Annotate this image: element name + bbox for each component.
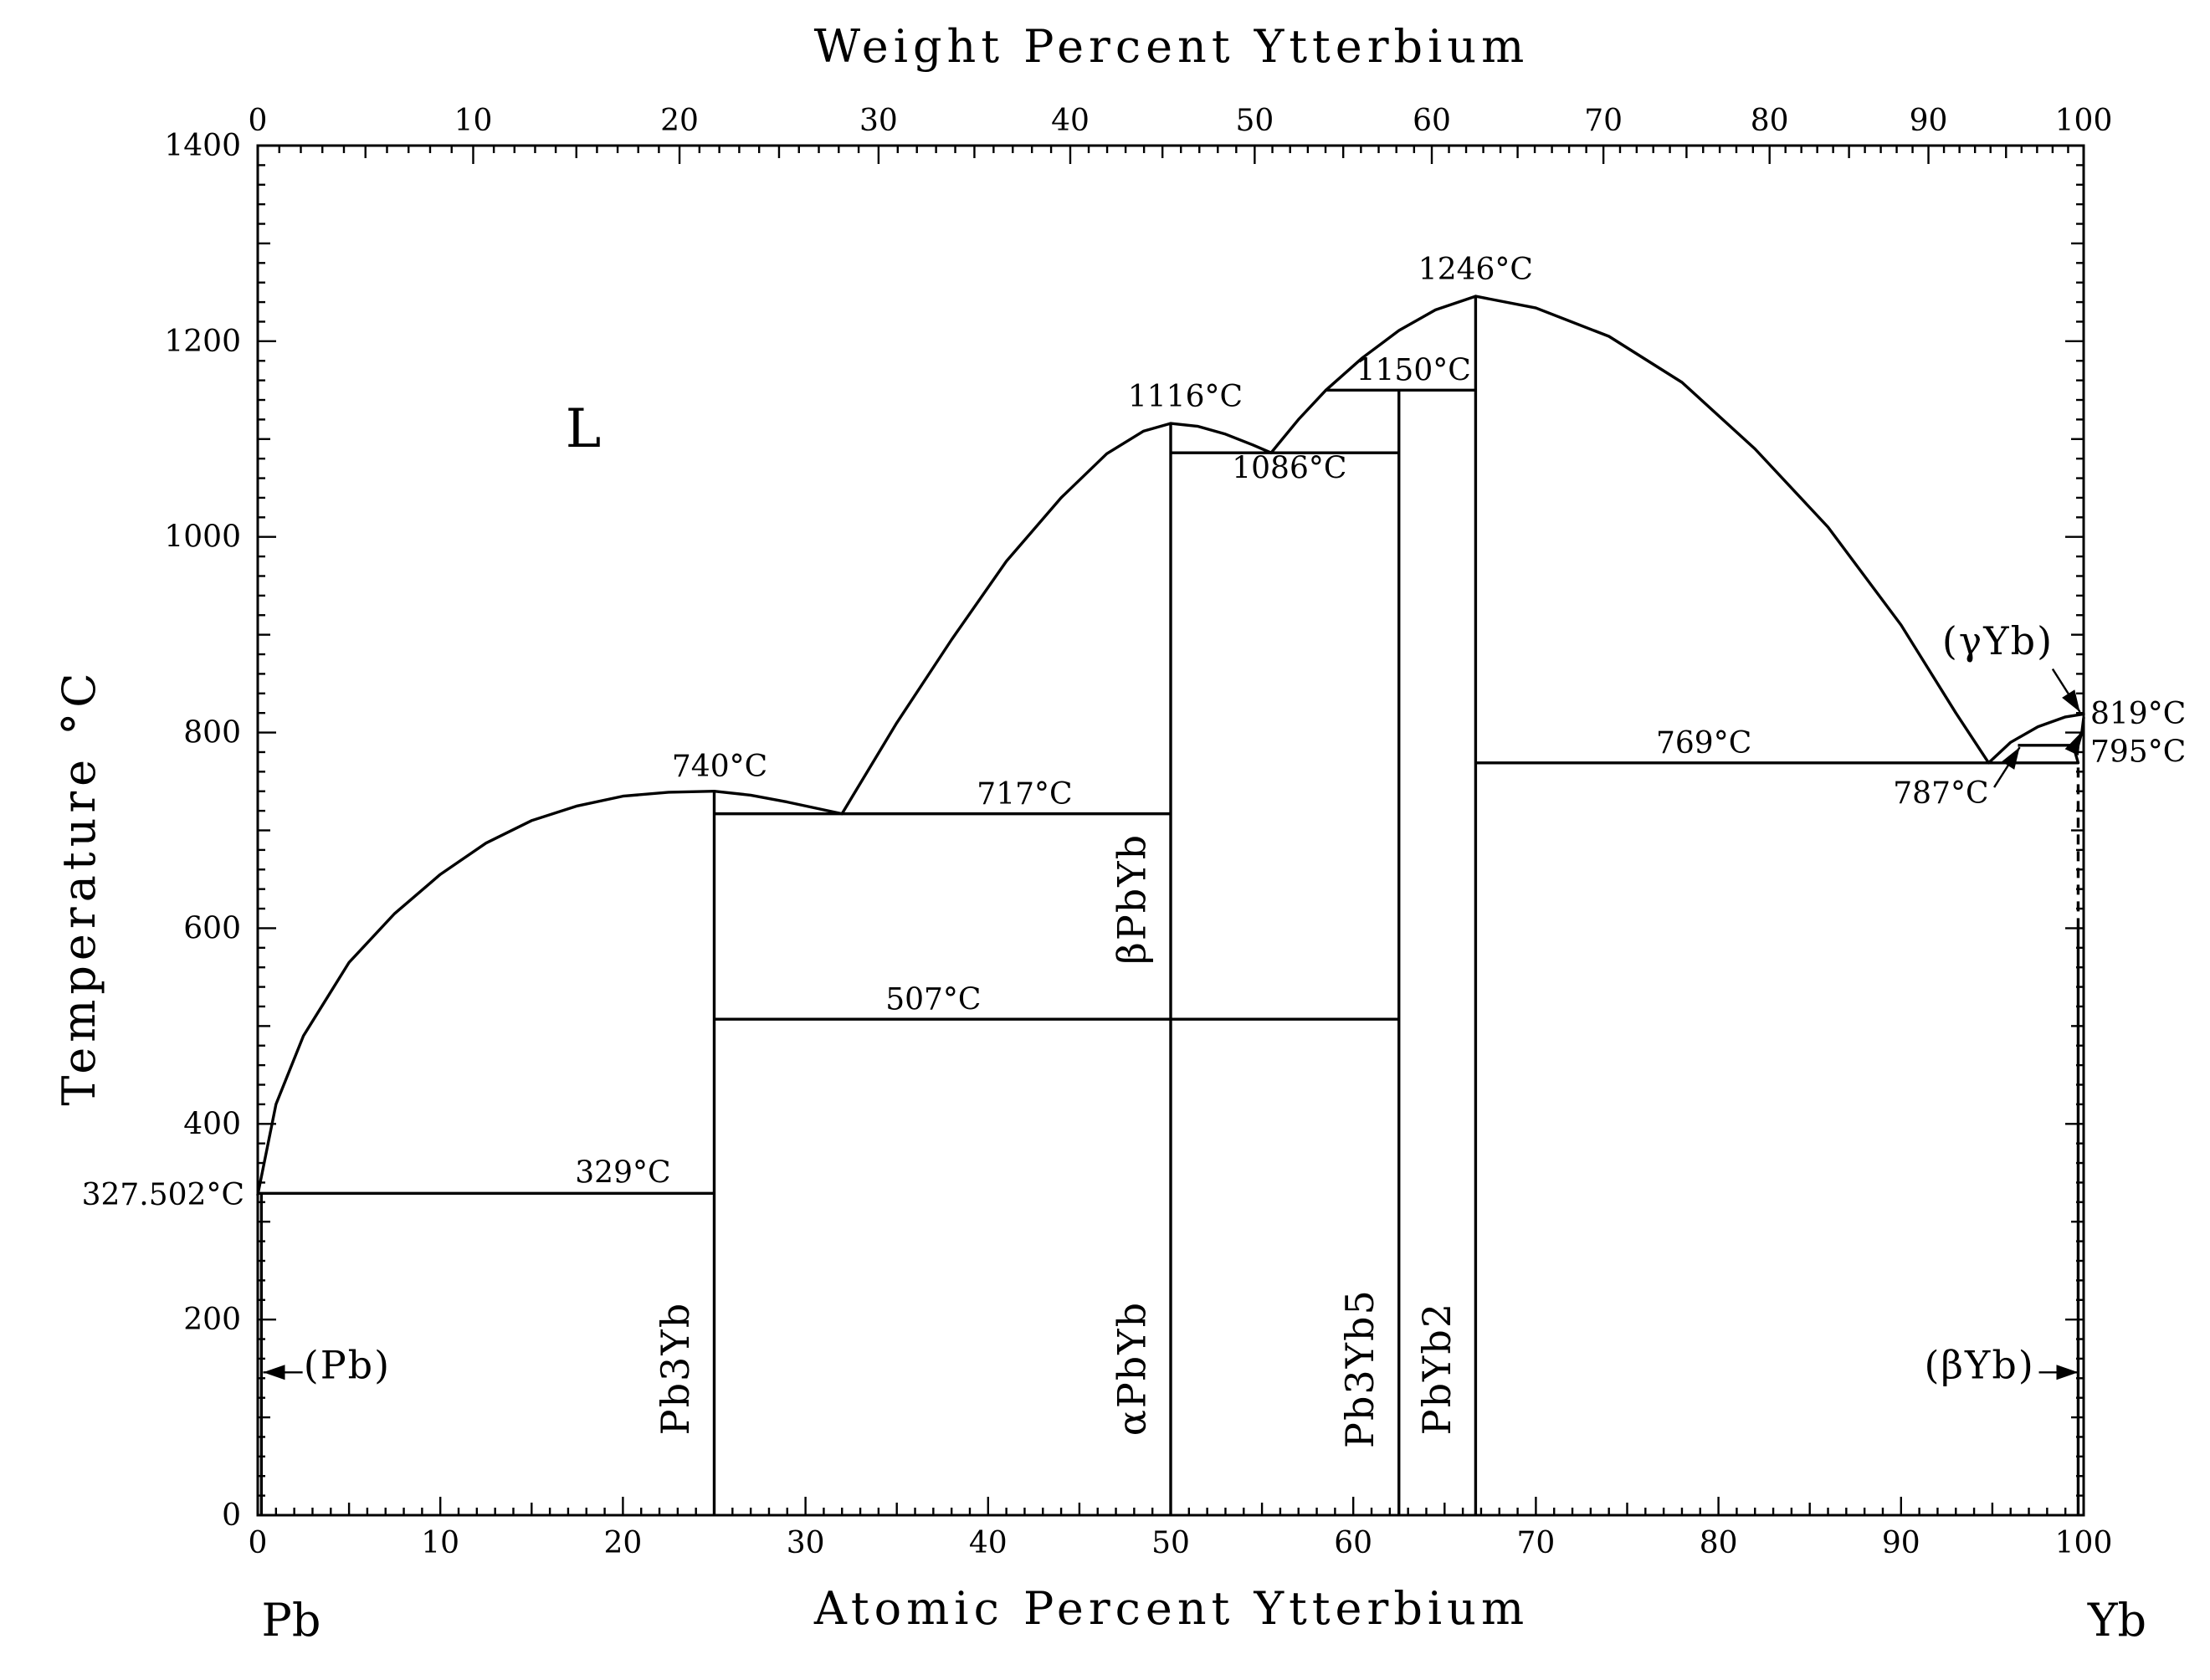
- invariant-temperature-label: 1086°C: [1232, 452, 1346, 486]
- yb-transition-arrow-head: [2064, 732, 2081, 755]
- compound-label: Pb3Yb: [653, 1302, 698, 1435]
- top-axis-title: Weight Percent Ytterbium: [814, 20, 1530, 73]
- top-tick-label: 70: [1584, 104, 1623, 138]
- eutectoid-arrow-head: [2002, 747, 2020, 770]
- liquidus-curve: [1169, 422, 1273, 454]
- liquidus-curve: [712, 790, 843, 816]
- x-tick-label: 20: [603, 1526, 642, 1560]
- compound-label: PbYb2: [1414, 1302, 1459, 1435]
- y-tick-label: 1000: [164, 520, 241, 555]
- top-tick-label: 60: [1413, 104, 1451, 138]
- y-tick-label: 800: [183, 716, 241, 750]
- y-axis-title: Temperature °C: [53, 668, 105, 1105]
- left-element-label: Pb: [262, 1594, 321, 1647]
- liquidus-curve: [1987, 712, 2085, 765]
- compound-label: αPbYb: [1109, 1301, 1154, 1436]
- top-tick-label: 20: [660, 104, 699, 138]
- solid-phase-label: (βYb): [1924, 1342, 2034, 1387]
- x-tick-label: 0: [249, 1526, 268, 1560]
- invariant-temperature-label: 787°C: [1893, 776, 1988, 811]
- invariant-temperature-label: 769°C: [1656, 726, 1751, 761]
- x-tick-label: 70: [1516, 1526, 1555, 1560]
- x-tick-label: 90: [1882, 1526, 1920, 1560]
- point-temperature-label: 1246°C: [1418, 253, 1533, 287]
- invariant-temperature-label: 329°C: [575, 1155, 670, 1190]
- x-tick-label: 80: [1700, 1526, 1738, 1560]
- solid-phase-label: (Pb): [304, 1342, 391, 1387]
- invariant-temperature-label: 1150°C: [1356, 354, 1471, 388]
- right-element-label: Yb: [2087, 1594, 2146, 1647]
- compound-label: βPbYb: [1109, 833, 1154, 965]
- gamma-yb-arrow-head: [2062, 689, 2080, 712]
- point-temperature-label: 819°C: [2090, 697, 2186, 731]
- x-tick-label: 50: [1151, 1526, 1190, 1560]
- phase-boundaries: [256, 295, 2085, 1515]
- axis-tick-labels: 0 10 20 30 40 50 60 70 80 90 100020040060080010001…: [164, 104, 2112, 1560]
- point-temperature-label: 1116°C: [1128, 380, 1243, 414]
- beta-yb-arrow-head: [2056, 1365, 2079, 1380]
- x-tick-label: 100: [2055, 1526, 2113, 1560]
- top-tick-label: 80: [1751, 104, 1789, 138]
- invariant-temperature-label: 717°C: [977, 777, 1072, 812]
- diagram-labels: 329°C 717°C 507°C 1086°C 1150°C 769°C 787°C 327…: [82, 253, 2187, 1448]
- top-tick-label: 10: [454, 104, 493, 138]
- x-tick-label: 40: [969, 1526, 1008, 1560]
- invariant-temperature-label: 507°C: [885, 982, 981, 1017]
- x-tick-label: 10: [421, 1526, 459, 1560]
- top-tick-label: 0: [249, 104, 268, 138]
- top-tick-label: 30: [859, 104, 898, 138]
- pb-arrow-head: [263, 1365, 285, 1380]
- x-tick-label: 60: [1334, 1526, 1372, 1560]
- y-tick-label: 400: [183, 1107, 241, 1141]
- liquidus-curve: [256, 790, 716, 1196]
- y-tick-label: 1400: [164, 129, 241, 163]
- y-tick-label: 1200: [164, 325, 241, 359]
- liquidus-curve: [1324, 295, 1478, 392]
- top-tick-label: 100: [2055, 104, 2113, 138]
- axis-ticks: [256, 144, 2085, 1517]
- point-temperature-label: 740°C: [672, 750, 767, 784]
- solid-phase-label: (γYb): [1942, 618, 2054, 663]
- top-tick-label: 40: [1051, 104, 1090, 138]
- x-tick-label: 30: [787, 1526, 825, 1560]
- point-temperature-label: 327.502°C: [82, 1178, 244, 1212]
- liquid-region-label: L: [566, 398, 602, 460]
- point-temperature-label: 795°C: [2090, 735, 2186, 770]
- top-tick-label: 90: [1910, 104, 1948, 138]
- y-tick-label: 200: [183, 1303, 241, 1337]
- top-tick-label: 50: [1235, 104, 1274, 138]
- liquidus-curve: [1474, 295, 1991, 765]
- liquidus-curve: [840, 422, 1172, 816]
- y-tick-label: 600: [183, 911, 241, 945]
- x-axis-title: Atomic Percent Ytterbium: [813, 1582, 1529, 1635]
- compound-label: Pb3Yb5: [1337, 1288, 1382, 1448]
- y-tick-label: 0: [222, 1498, 241, 1533]
- liquidus-curve: [1269, 388, 1328, 454]
